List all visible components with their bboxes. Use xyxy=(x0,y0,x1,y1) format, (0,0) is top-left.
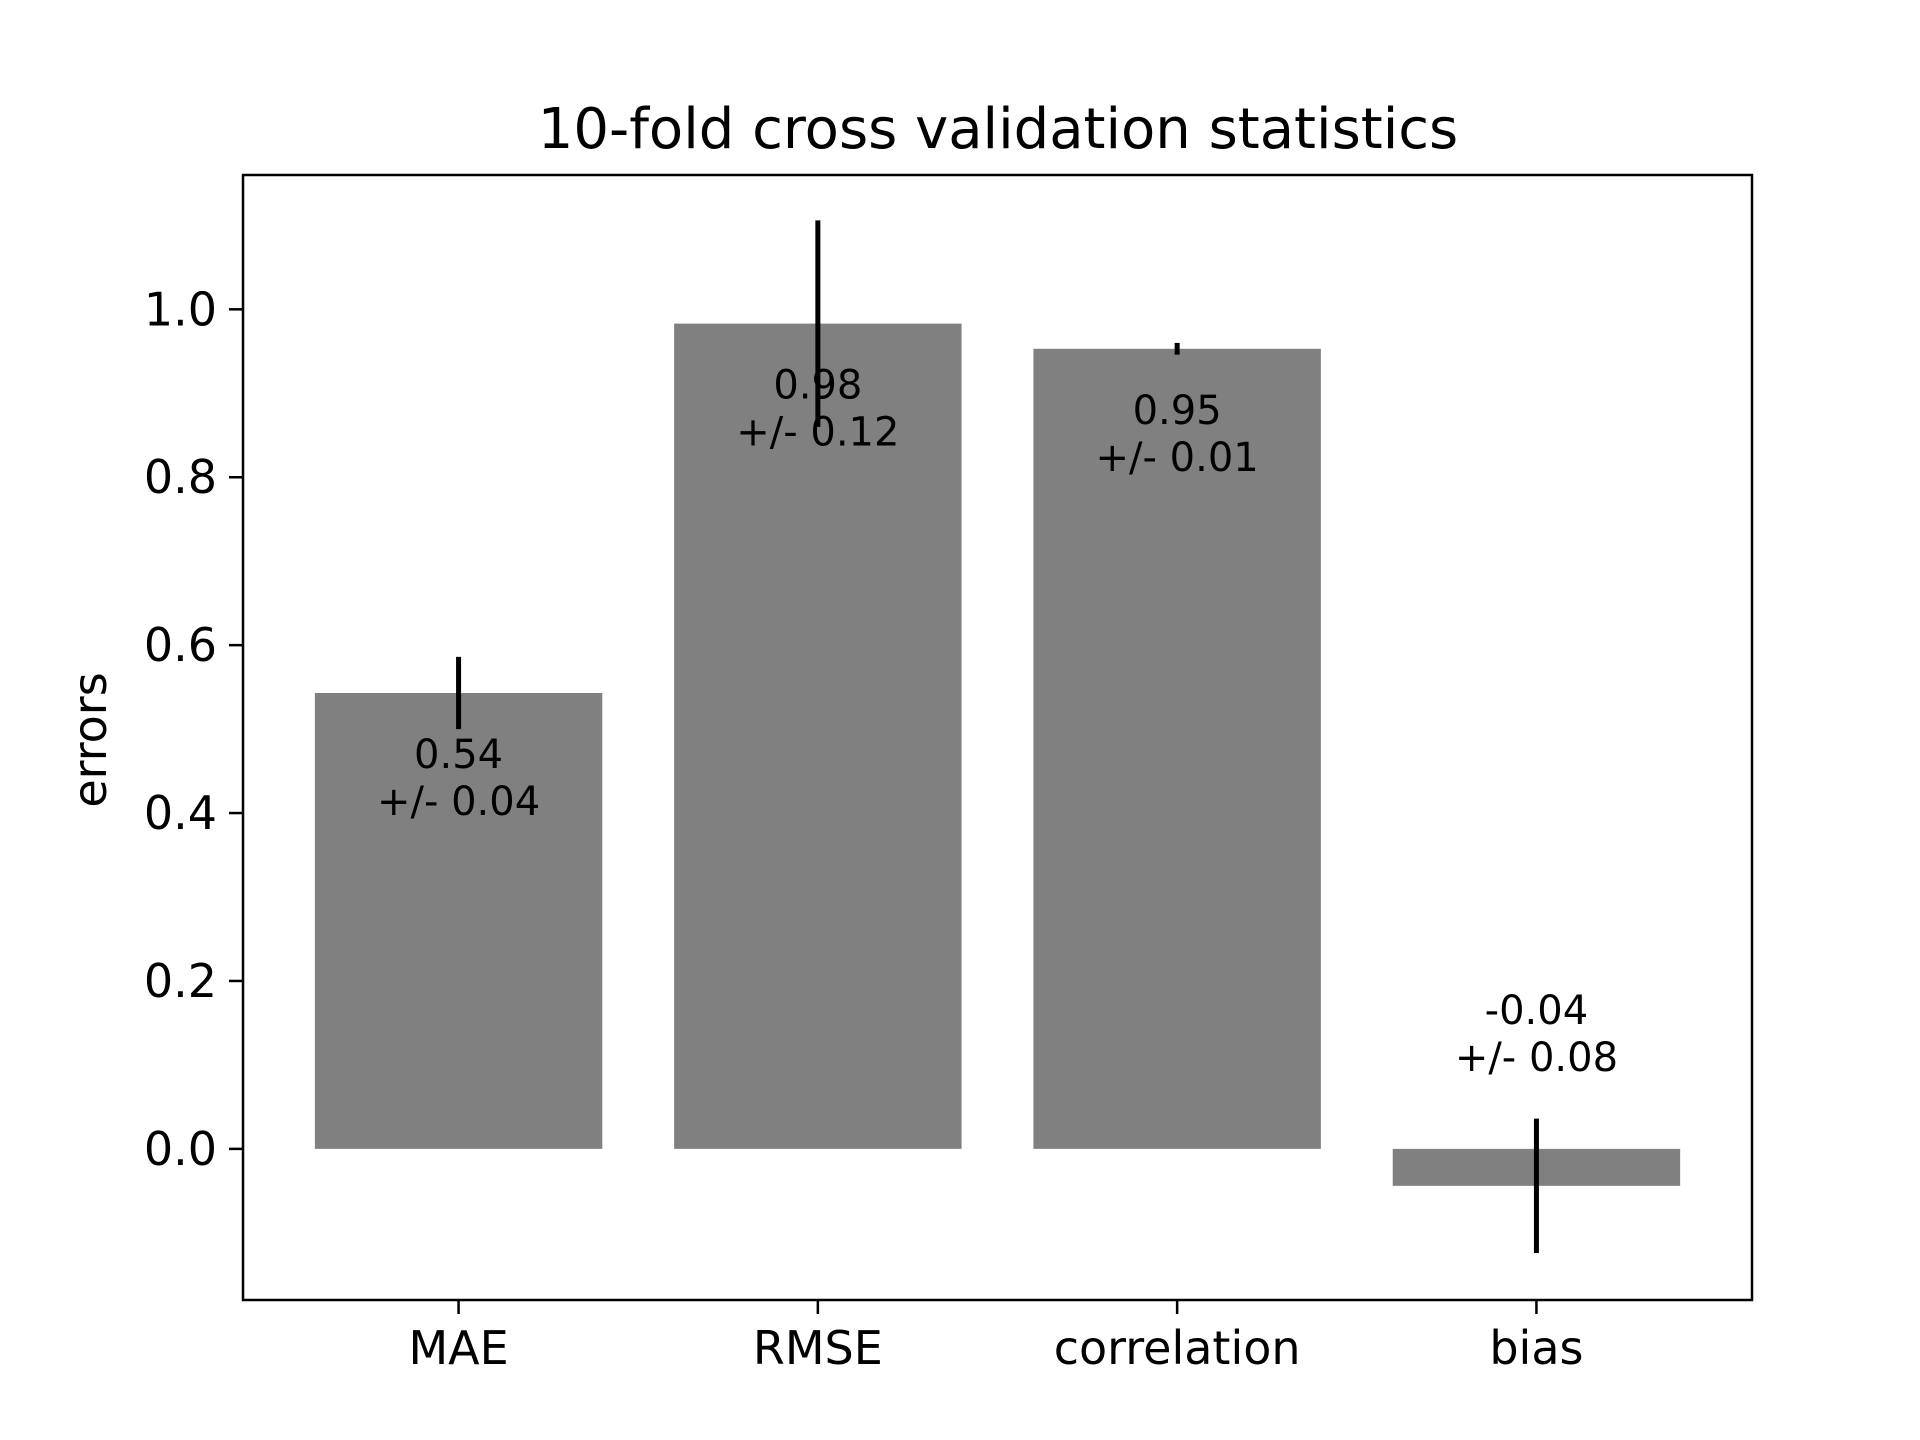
y-tick-label: 0.6 xyxy=(144,618,217,672)
y-tick-label: 0.4 xyxy=(144,786,217,840)
chart-title: 10-fold cross validation statistics xyxy=(538,97,1458,162)
x-tick-label: RMSE xyxy=(753,1321,883,1375)
data-label-value: -0.04 xyxy=(1485,988,1589,1034)
y-tick-label: 1.0 xyxy=(144,282,217,336)
bar-rmse xyxy=(674,323,962,1149)
y-tick-label: 0.8 xyxy=(144,450,217,504)
x-tick-label: MAE xyxy=(408,1321,508,1375)
data-label-value: 0.95 xyxy=(1133,388,1222,434)
data-label-error: +/- 0.04 xyxy=(377,779,540,825)
x-tick-label: bias xyxy=(1489,1321,1583,1375)
y-tick-label: 0.2 xyxy=(144,954,217,1008)
bar-mae xyxy=(314,693,603,1149)
y-axis-label: errors xyxy=(63,672,117,807)
data-label-value: 0.98 xyxy=(773,363,862,409)
y-tick-label: 0.0 xyxy=(144,1122,217,1176)
data-label-error: +/- 0.08 xyxy=(1455,1035,1618,1081)
bar-correlation xyxy=(1033,348,1321,1149)
data-label-error: +/- 0.12 xyxy=(736,410,899,456)
data-label-value: 0.54 xyxy=(414,732,503,778)
data-label-error: +/- 0.01 xyxy=(1096,435,1259,481)
x-tick-label: correlation xyxy=(1054,1321,1301,1375)
plot-frame xyxy=(241,173,1754,1302)
